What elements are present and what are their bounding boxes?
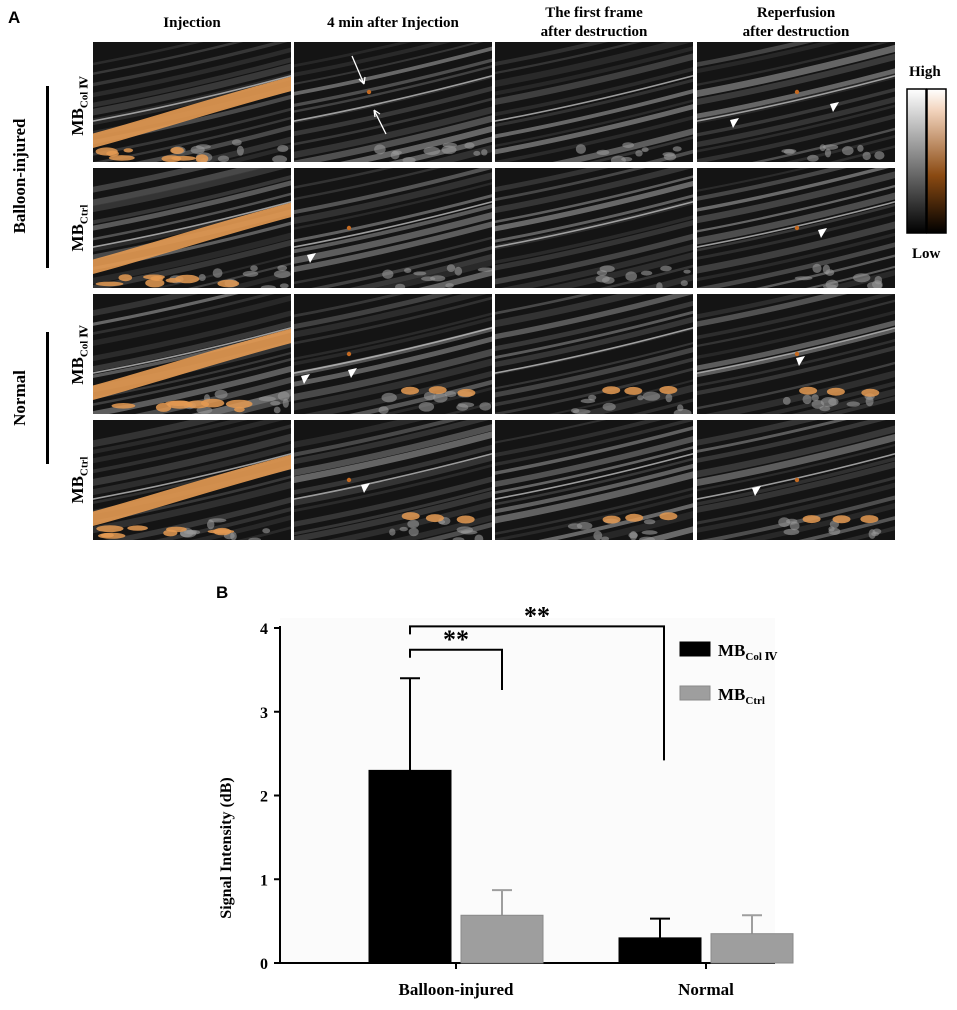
ultrasound-image-graphic — [697, 42, 895, 162]
ultrasound-image-graphic — [294, 420, 492, 540]
row-label-sub: Ctrl — [78, 456, 91, 477]
intensity-scale-bar — [906, 88, 947, 234]
legend-swatch-col-iv — [679, 641, 711, 657]
ultrasound-image — [93, 420, 291, 540]
y-tick-label: 0 — [260, 956, 268, 973]
ultrasound-image-graphic — [495, 420, 693, 540]
bar-col-iv — [618, 937, 702, 964]
column-header-reperfusion: Reperfusion after destruction — [697, 4, 895, 42]
group-label-balloon-injured: Balloon-injured — [10, 118, 29, 234]
ultrasound-image — [294, 294, 492, 414]
ultrasound-image — [495, 294, 693, 414]
row-label-sub: Col Ⅳ — [78, 325, 91, 358]
column-header-line2: after destruction — [742, 24, 850, 40]
row-label-sub: Col Ⅳ — [78, 76, 91, 109]
ultrasound-image-graphic — [495, 294, 693, 414]
legend-label-subscript: Col Ⅳ — [745, 651, 777, 663]
bar-ctrl — [710, 933, 794, 964]
ultrasound-image-graphic — [93, 168, 291, 288]
ultrasound-image — [495, 168, 693, 288]
row-label-mb-col-iv-normal: MBCol Ⅳ — [68, 315, 92, 395]
ultrasound-image-graphic — [294, 42, 492, 162]
ultrasound-image-graphic — [495, 42, 693, 162]
arrowhead-marker — [361, 483, 370, 493]
legend-swatch-ctrl — [679, 685, 711, 701]
column-header-line2: after destruction — [540, 24, 648, 40]
y-tick-label: 3 — [260, 705, 268, 722]
x-tick-label: Normal — [678, 980, 734, 999]
arrow-marker — [373, 109, 387, 135]
ultrasound-image — [697, 294, 895, 414]
column-header-line1: Reperfusion — [756, 5, 836, 21]
ultrasound-image-graphic — [93, 42, 291, 162]
significance-label: ** — [524, 601, 550, 630]
ultrasound-image — [697, 168, 895, 288]
scale-high-label: High — [909, 64, 941, 80]
row-label-base: MB — [68, 476, 87, 504]
significance-bracket — [409, 625, 665, 761]
row-label-mb-ctrl-normal: MBCtrl — [68, 445, 92, 515]
ultrasound-image-graphic — [294, 294, 492, 414]
ultrasound-image — [93, 294, 291, 414]
bar-ctrl — [460, 914, 544, 964]
row-label-base: MB — [68, 357, 87, 385]
arrowhead-marker — [796, 356, 805, 366]
group-bar-normal — [46, 332, 49, 464]
ultrasound-image-graphic — [93, 294, 291, 414]
significance-bracket — [409, 648, 503, 690]
bar-chart: Signal Intensity (dB) 0 1 2 3 4 Balloon-injur… — [205, 600, 795, 1005]
grayscale-bar — [906, 88, 927, 234]
significance-label: ** — [443, 625, 469, 654]
ultrasound-image-graphic — [495, 168, 693, 288]
y-axis-label: Signal Intensity (dB) — [218, 777, 235, 918]
ultrasound-image-graphic — [93, 420, 291, 540]
arrowhead-marker — [307, 253, 316, 263]
y-tick-label: 1 — [260, 872, 268, 889]
legend-label-subscript: Ctrl — [745, 695, 765, 707]
y-tick-label: 4 — [260, 621, 268, 638]
arrowhead-marker — [830, 102, 839, 112]
ultrasound-image — [93, 168, 291, 288]
row-label-base: MB — [68, 108, 87, 136]
arrow-marker — [351, 55, 366, 85]
panel-b-label: B — [216, 583, 229, 602]
ultrasound-image — [294, 420, 492, 540]
arrowhead-marker — [818, 228, 827, 238]
group-label-normal: Normal — [10, 370, 29, 426]
column-header-line1: 4 min after Injection — [327, 15, 459, 31]
ultrasound-image — [495, 42, 693, 162]
row-label-mb-col-iv: MBCol Ⅳ — [68, 66, 92, 146]
panel-a-label: A — [8, 8, 21, 27]
arrowhead-marker — [301, 374, 310, 384]
ultrasound-image — [495, 420, 693, 540]
column-header-first-frame: The first frame after destruction — [495, 4, 693, 42]
ultrasound-image-graphic — [697, 168, 895, 288]
arrowhead-marker — [730, 118, 739, 128]
column-header-injection: Injection — [93, 14, 291, 33]
ultrasound-image — [93, 42, 291, 162]
arrowhead-marker — [348, 368, 357, 378]
ultrasound-image — [294, 168, 492, 288]
row-label-base: MB — [68, 224, 87, 252]
plot-background — [280, 618, 775, 963]
row-label-mb-ctrl: MBCtrl — [68, 193, 92, 263]
group-bar-balloon-injured — [46, 86, 49, 268]
ultrasound-image-graphic — [294, 168, 492, 288]
contrast-scale-bar — [926, 88, 947, 234]
ultrasound-image — [697, 42, 895, 162]
ultrasound-image — [294, 42, 492, 162]
ultrasound-image — [697, 420, 895, 540]
y-tick-label: 2 — [260, 789, 268, 806]
scale-low-label: Low — [912, 246, 941, 262]
column-header-line1: The first frame — [545, 5, 643, 21]
x-tick-label: Balloon-injured — [399, 980, 514, 999]
column-header-line1: Injection — [163, 15, 221, 31]
row-label-sub: Ctrl — [78, 204, 91, 225]
ultrasound-image-graphic — [697, 294, 895, 414]
column-header-4min: 4 min after Injection — [294, 14, 492, 33]
arrowhead-marker — [752, 486, 761, 496]
bar-col-iv — [368, 769, 452, 964]
ultrasound-image-graphic — [697, 420, 895, 540]
